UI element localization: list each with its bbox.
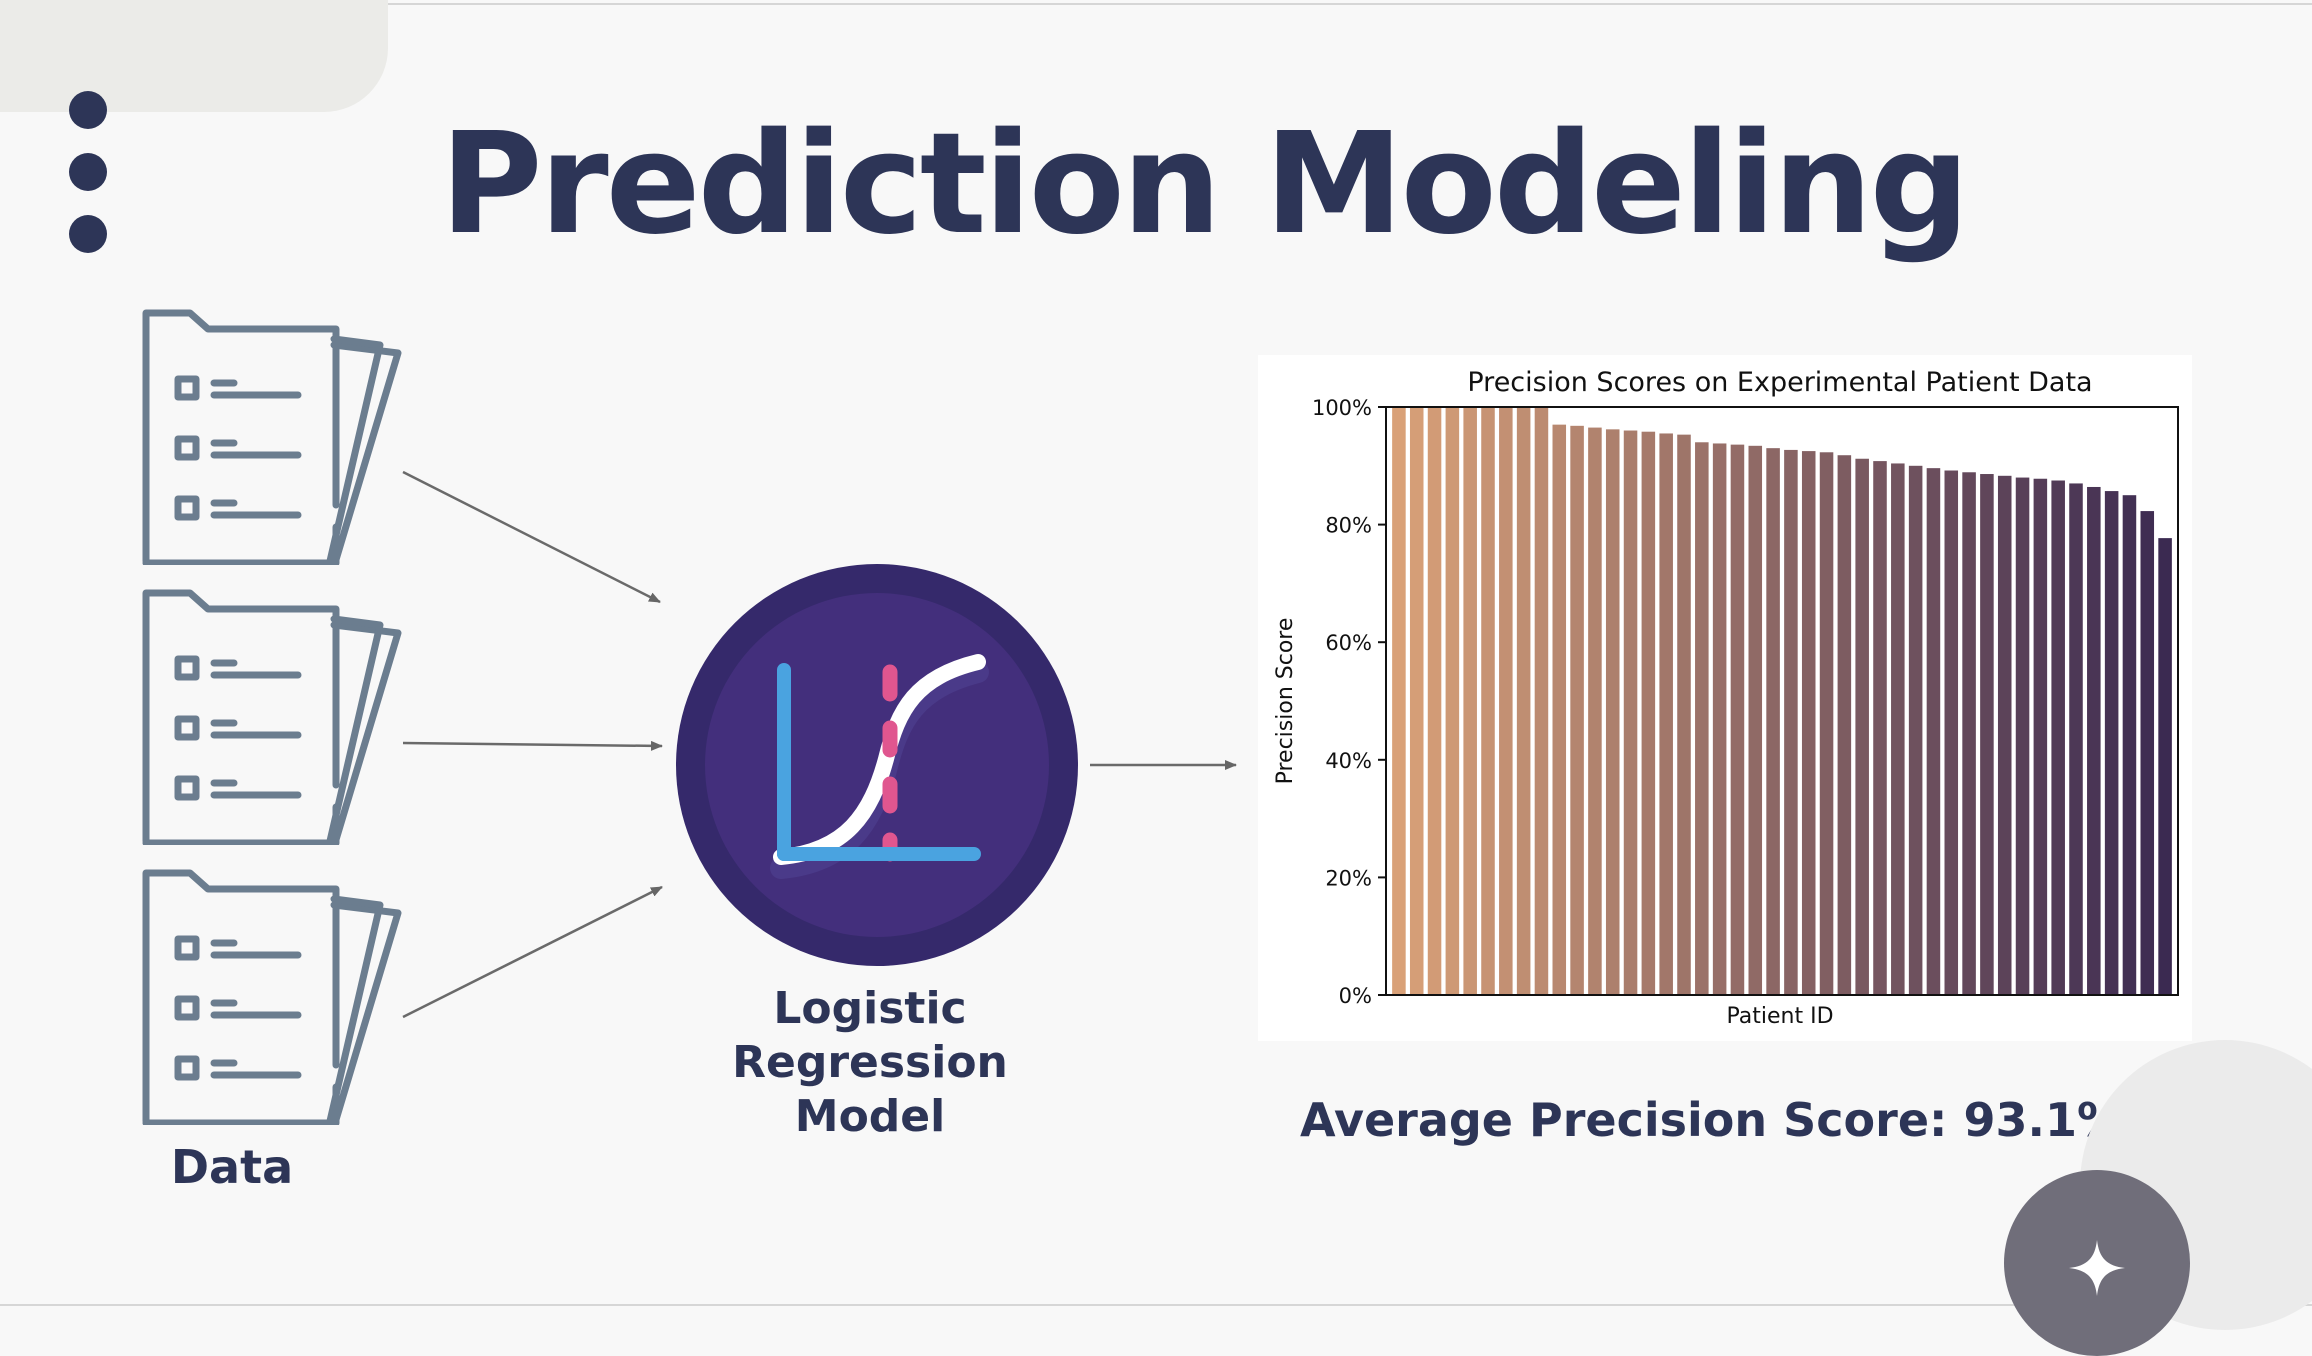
precision-chart: Precision Scores on Experimental Patient… <box>1258 355 2192 1041</box>
chart-bar <box>1926 468 1941 995</box>
chart-bar <box>1427 407 1442 995</box>
chart-bar <box>1891 463 1905 995</box>
model-label-line: Model <box>794 1091 946 1142</box>
chart-bar <box>1695 442 1709 995</box>
chart-bar <box>2140 511 2155 995</box>
y-tick-label: 100% <box>1312 396 1372 420</box>
sparkle-button[interactable] <box>2004 1170 2190 1356</box>
chart-bar <box>1552 424 1567 995</box>
chart-bar <box>1409 407 1424 995</box>
chart-bar <box>1677 434 1691 995</box>
menu-dot <box>69 91 107 129</box>
chart-bar <box>1623 430 1638 995</box>
sparkle-star-icon <box>2069 1240 2125 1296</box>
chart-bar <box>2122 495 2137 995</box>
document-stack-icon <box>142 869 402 1125</box>
model-label-line: Regression <box>732 1037 1008 1088</box>
chart-bar <box>1784 449 1798 995</box>
y-axis-ticks: 0% 20% 40% 60% 80% 100% <box>1312 396 1386 1008</box>
chart-bar <box>1944 470 1959 995</box>
chart-title: Precision Scores on Experimental Patient… <box>1467 367 2092 398</box>
y-tick-label: 40% <box>1325 749 1372 773</box>
chart-canvas: Precision Scores on Experimental Patient… <box>1273 367 2179 1029</box>
chart-bar <box>1712 443 1727 996</box>
document-stack-icon <box>142 309 402 565</box>
chart-bar <box>1659 433 1673 996</box>
document-stack-icon <box>142 589 402 845</box>
chart-bar <box>2069 483 2083 995</box>
chart-bar <box>1730 444 1745 995</box>
bar-series <box>1392 407 2172 996</box>
model-label-line: Logistic <box>773 983 967 1034</box>
chart-bar <box>1605 429 1620 996</box>
model-label: Logistic Regression Model <box>700 982 1040 1144</box>
data-label: Data <box>170 1140 294 1194</box>
arrow-data3-to-model <box>402 885 663 1019</box>
average-score: Average Precision Score: 93.1% <box>1300 1093 2124 1147</box>
logistic-regression-icon <box>676 564 1078 966</box>
chart-bar <box>1837 455 1852 996</box>
y-tick-label: 60% <box>1325 631 1372 655</box>
y-tick-label: 20% <box>1325 866 1372 890</box>
chart-bar <box>1463 407 1477 995</box>
menu-dot <box>69 215 107 253</box>
chart-bar <box>1588 427 1602 995</box>
chart-bar <box>1516 407 1531 995</box>
arrow-data1-to-model <box>402 470 661 604</box>
x-axis-label: Patient ID <box>1726 1004 1833 1029</box>
chart-bar <box>1855 458 1869 995</box>
chart-bar <box>1766 448 1780 995</box>
chart-bar <box>1570 425 1584 995</box>
chart-bar <box>1499 407 1513 995</box>
menu-dot <box>69 153 107 191</box>
y-tick-label: 80% <box>1325 514 1372 538</box>
chart-bar <box>1534 407 1549 995</box>
bottom-divider <box>0 1304 2312 1306</box>
y-tick-label: 0% <box>1339 984 1372 1008</box>
chart-bar <box>1748 445 1763 995</box>
chart-bar <box>1801 451 1816 996</box>
chart-bar <box>1641 431 1656 995</box>
chart-bar <box>1962 472 1976 995</box>
chart-bar <box>1873 461 1887 996</box>
chart-bar <box>2015 477 2030 995</box>
corner-decoration <box>0 0 388 112</box>
chart-bar <box>2033 478 2048 995</box>
chart-bar <box>1445 407 1460 995</box>
chart-bar <box>1997 475 2012 995</box>
top-divider <box>0 3 2312 5</box>
chart-bar <box>2158 538 2172 995</box>
chart-bar <box>1980 474 1994 995</box>
slide-title: Prediction Modeling <box>440 103 1970 266</box>
chart-bar <box>2051 480 2065 995</box>
chart-bar <box>1392 407 1406 995</box>
chart-bar <box>1819 452 1834 995</box>
chart-bar <box>1481 407 1495 995</box>
plot-frame <box>1385 406 2179 996</box>
chart-bar <box>1908 465 1923 995</box>
chart-bar <box>2087 486 2101 995</box>
chart-bar <box>2104 491 2119 995</box>
y-axis-label: Precision Score <box>1273 618 1298 785</box>
arrow-data2-to-model <box>402 740 663 751</box>
